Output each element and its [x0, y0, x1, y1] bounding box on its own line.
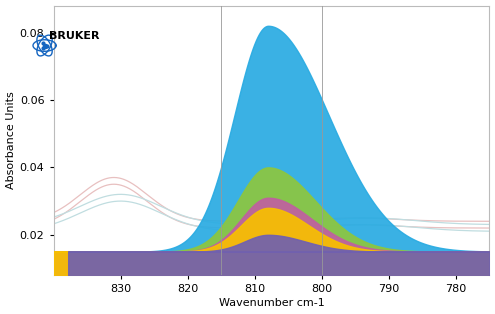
X-axis label: Wavenumber cm-1: Wavenumber cm-1	[219, 298, 324, 308]
Text: BRUKER: BRUKER	[50, 31, 100, 41]
Y-axis label: Absorbance Units: Absorbance Units	[5, 91, 15, 189]
